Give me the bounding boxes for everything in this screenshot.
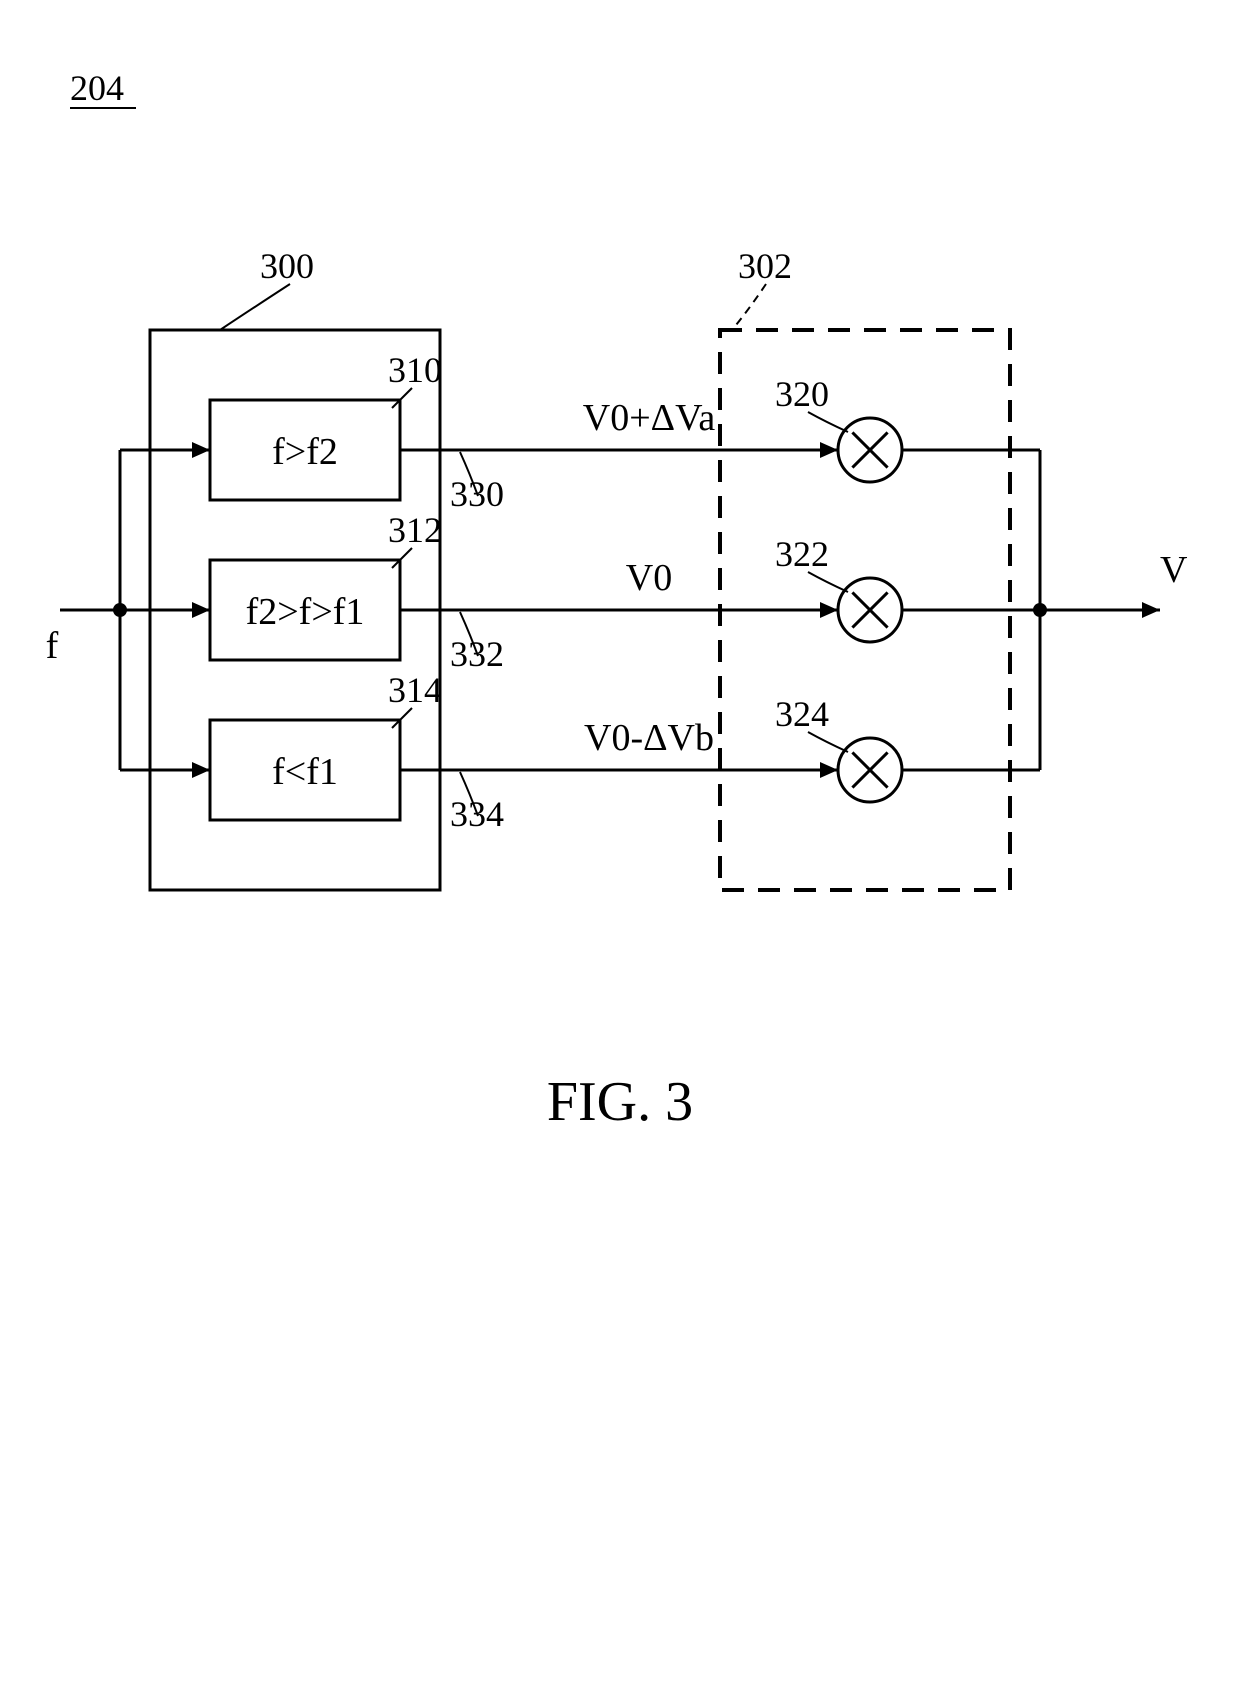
output-v-label: V xyxy=(1160,549,1188,591)
ref-320: 320 xyxy=(775,374,829,414)
figure-caption: FIG. 3 xyxy=(547,1071,693,1133)
line-334-arrowhead xyxy=(820,762,838,778)
vlabel-332: V0 xyxy=(626,557,672,599)
ref-302: 302 xyxy=(738,246,792,286)
leader-314 xyxy=(392,708,412,728)
ref-314: 314 xyxy=(388,670,442,710)
leader-322 xyxy=(808,572,848,592)
comparator-text-312: f2>f>f1 xyxy=(246,591,365,633)
leader-312 xyxy=(392,548,412,568)
ref-310: 310 xyxy=(388,350,442,390)
input-f-label: f xyxy=(46,625,59,667)
line-332-arrowhead xyxy=(820,602,838,618)
vlabel-330: V0+ΔVa xyxy=(583,397,716,439)
ref-322: 322 xyxy=(775,534,829,574)
leader-310 xyxy=(392,388,412,408)
vlabel-334: V0-ΔVb xyxy=(584,717,714,759)
ref-324: 324 xyxy=(775,694,829,734)
arrow-to-comp-310-arrowhead xyxy=(192,442,210,458)
ref-204: 204 xyxy=(70,68,124,108)
output-arrow-arrowhead xyxy=(1142,602,1160,618)
leader-302 xyxy=(732,284,766,330)
arrow-to-comp-312-arrowhead xyxy=(192,602,210,618)
ref-300: 300 xyxy=(260,246,314,286)
comparator-text-314: f<f1 xyxy=(272,751,338,793)
comparator-text-310: f>f2 xyxy=(272,431,338,473)
leader-320 xyxy=(808,412,848,432)
ref-312: 312 xyxy=(388,510,442,550)
leader-300 xyxy=(220,284,290,330)
leader-324 xyxy=(808,732,848,752)
arrow-to-comp-314-arrowhead xyxy=(192,762,210,778)
line-330-arrowhead xyxy=(820,442,838,458)
